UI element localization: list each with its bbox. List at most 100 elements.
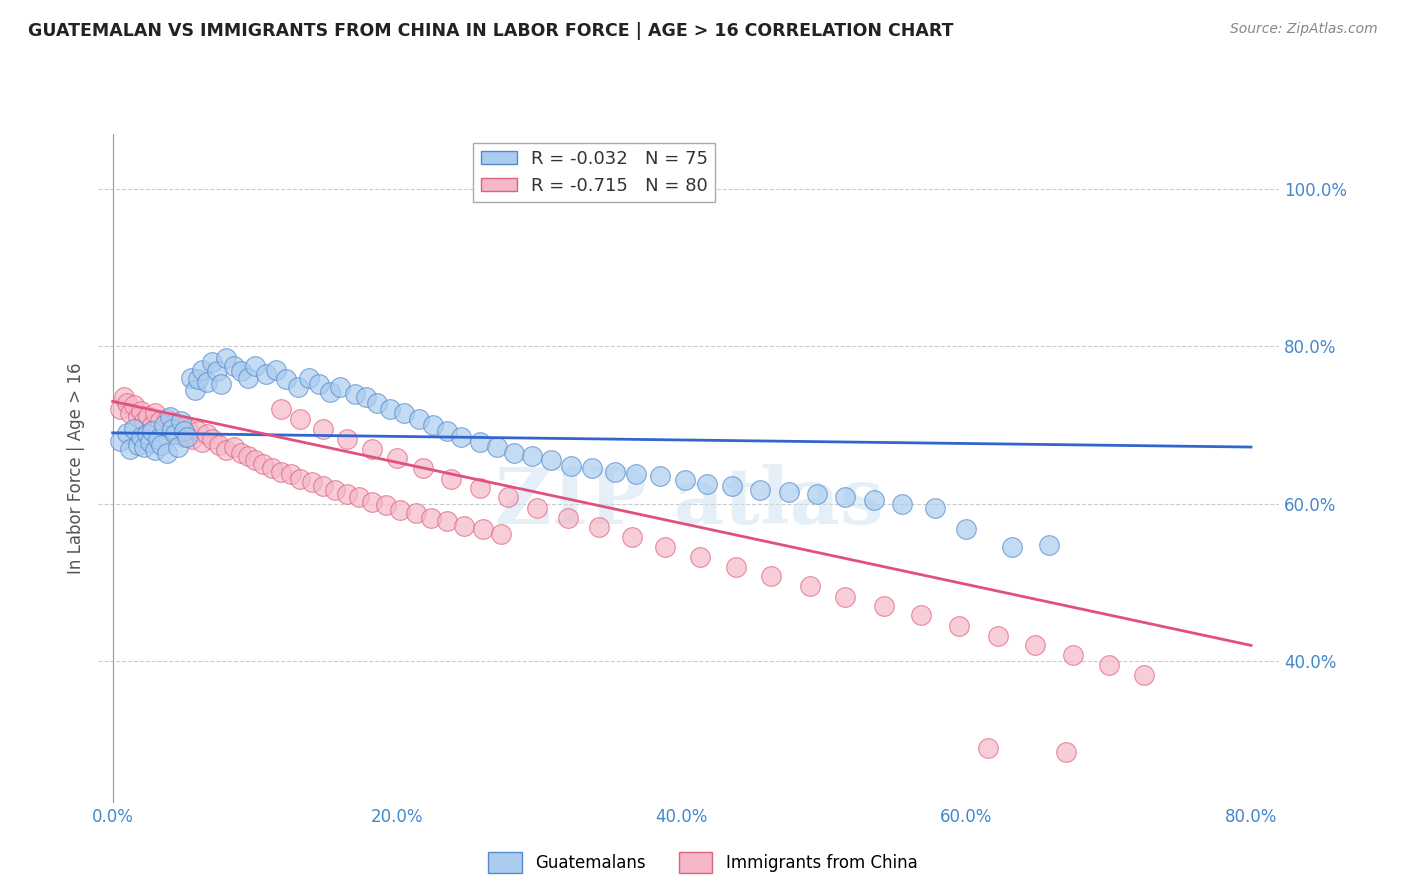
Point [1001, 540, 1024, 554]
Point [834, 491, 856, 505]
Point [336, 432, 359, 446]
Text: Source: ZipAtlas.com: Source: ZipAtlas.com [1230, 22, 1378, 37]
Point [503, 445, 526, 459]
Point [122, 398, 145, 412]
Point [336, 487, 359, 501]
Point [863, 492, 886, 507]
Point [138, 435, 160, 450]
Point [560, 458, 582, 473]
Point [205, 364, 228, 378]
Point [471, 522, 494, 536]
Point [132, 440, 155, 454]
Point [201, 432, 224, 446]
Point [167, 440, 190, 454]
Point [360, 495, 382, 509]
Point [412, 461, 434, 475]
Point [222, 440, 245, 454]
Point [243, 359, 266, 373]
Point [440, 471, 463, 485]
Point [720, 479, 742, 493]
Point [420, 511, 443, 525]
Point [149, 414, 172, 428]
Point [654, 540, 676, 554]
Point [260, 461, 283, 475]
Point [222, 359, 245, 373]
Point [136, 409, 159, 423]
Point [176, 430, 198, 444]
Point [115, 396, 138, 410]
Point [799, 579, 821, 593]
Point [201, 355, 224, 369]
Point [626, 467, 648, 481]
Point [408, 411, 430, 425]
Point [112, 391, 135, 405]
Point [163, 417, 186, 431]
Point [436, 514, 458, 528]
Point [891, 497, 914, 511]
Point [191, 435, 214, 450]
Point [148, 432, 170, 446]
Point [394, 406, 416, 420]
Point [252, 458, 274, 472]
Point [150, 438, 173, 452]
Point [1098, 658, 1121, 673]
Point [141, 417, 163, 432]
Point [280, 467, 302, 481]
Point [236, 450, 259, 464]
Point [266, 363, 288, 377]
Point [389, 503, 412, 517]
Point [129, 430, 152, 444]
Point [129, 404, 152, 418]
Point [1054, 745, 1077, 759]
Point [987, 629, 1010, 643]
Point [180, 371, 202, 385]
Point [159, 410, 181, 425]
Point [127, 438, 149, 452]
Point [243, 453, 266, 467]
Point [187, 372, 209, 386]
Point [118, 442, 141, 456]
Point [177, 422, 200, 436]
Point [588, 520, 610, 534]
Point [143, 443, 166, 458]
Point [159, 425, 181, 439]
Point [749, 483, 772, 497]
Point [153, 417, 176, 432]
Text: GUATEMALAN VS IMMIGRANTS FROM CHINA IN LABOR FORCE | AGE > 16 CORRELATION CHART: GUATEMALAN VS IMMIGRANTS FROM CHINA IN L… [28, 22, 953, 40]
Point [468, 435, 491, 450]
Point [778, 484, 800, 499]
Point [108, 434, 131, 448]
Point [806, 487, 828, 501]
Point [485, 440, 508, 454]
Point [522, 450, 544, 464]
Point [834, 590, 856, 604]
Point [132, 414, 155, 428]
Point [162, 422, 184, 436]
Point [270, 465, 292, 479]
Point [290, 411, 312, 425]
Point [156, 411, 179, 425]
Point [156, 445, 179, 459]
Point [650, 469, 672, 483]
Point [1024, 639, 1046, 653]
Legend: Guatemalans, Immigrants from China: Guatemalans, Immigrants from China [482, 846, 924, 880]
Point [955, 522, 977, 536]
Point [329, 380, 352, 394]
Point [924, 500, 946, 515]
Point [173, 425, 195, 439]
Point [347, 491, 370, 505]
Point [405, 506, 427, 520]
Point [167, 427, 190, 442]
Point [208, 438, 231, 452]
Point [287, 380, 309, 394]
Point [319, 384, 342, 399]
Point [689, 550, 711, 565]
Point [540, 453, 562, 467]
Point [761, 569, 783, 583]
Point [422, 417, 444, 432]
Point [254, 367, 277, 381]
Point [378, 402, 401, 417]
Point [354, 391, 377, 405]
Point [948, 618, 970, 632]
Point [165, 427, 187, 442]
